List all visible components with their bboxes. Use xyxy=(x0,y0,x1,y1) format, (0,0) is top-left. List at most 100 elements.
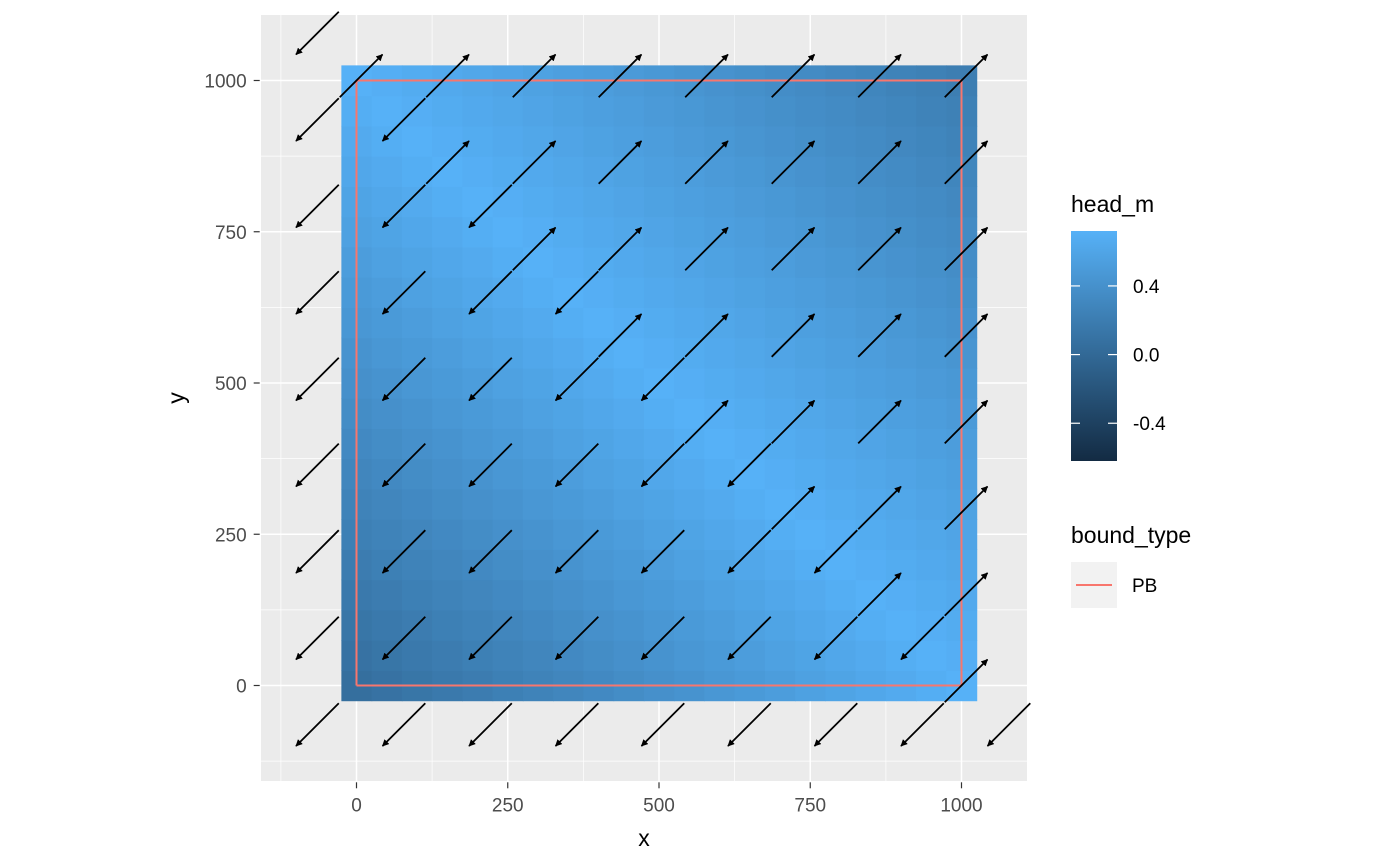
heat-cell xyxy=(704,337,736,369)
heat-cell xyxy=(401,428,433,460)
heat-cell xyxy=(613,216,645,248)
flow-arrow xyxy=(771,313,816,358)
heat-cell xyxy=(916,186,947,218)
heat-cell xyxy=(462,579,494,611)
flow-arrow xyxy=(381,97,426,142)
flow-arrow xyxy=(857,485,902,530)
flow-arrow xyxy=(381,184,426,229)
flow-arrow xyxy=(598,140,643,185)
flow-arrow xyxy=(425,53,470,98)
heat-cell xyxy=(492,458,524,490)
heat-cell xyxy=(764,549,796,581)
heat-cell xyxy=(674,216,705,248)
heat-cell xyxy=(825,398,857,429)
heat-cell xyxy=(401,640,433,671)
heat-cell xyxy=(583,458,615,490)
flow-arrow xyxy=(771,53,816,98)
heat-cell xyxy=(795,428,826,460)
y-axis-title: y xyxy=(163,392,189,404)
flow-arrow xyxy=(944,658,989,703)
heat-cell xyxy=(401,458,433,490)
heat-cell xyxy=(885,216,917,248)
heat-cell xyxy=(613,337,645,369)
heat-cell xyxy=(522,367,554,399)
heat-cell xyxy=(462,398,494,429)
heat-cell xyxy=(704,609,736,641)
flow-arrow xyxy=(857,53,902,98)
heat-cell xyxy=(371,307,403,339)
heat-cell xyxy=(462,246,494,278)
heat-cell xyxy=(643,307,675,339)
flow-arrow xyxy=(640,529,685,574)
heat-cell xyxy=(371,579,403,611)
flow-arrow xyxy=(598,313,643,358)
heat-cell xyxy=(371,549,403,581)
heat-cell xyxy=(764,458,796,490)
flow-arrow xyxy=(468,443,513,488)
flow-arrow xyxy=(944,226,989,271)
heat-cell xyxy=(764,186,796,218)
heat-cell xyxy=(613,95,645,127)
heat-cell xyxy=(885,609,917,641)
heat-cell xyxy=(492,125,524,157)
heat-cell xyxy=(885,186,917,218)
heat-cell xyxy=(855,337,887,369)
heat-cell xyxy=(583,216,615,248)
heat-cell xyxy=(371,95,403,127)
heat-cell xyxy=(825,458,857,490)
heat-cell xyxy=(855,95,887,127)
heat-cell xyxy=(825,337,857,369)
y-tick-label: 0 xyxy=(236,677,247,698)
heat-cell xyxy=(492,246,524,278)
heat-cell xyxy=(462,519,494,550)
heat-cell xyxy=(492,609,524,641)
heat-cell xyxy=(734,156,766,187)
colorbar-tick-label: 0.0 xyxy=(1133,346,1159,367)
heat-cell xyxy=(613,519,645,550)
heat-cell xyxy=(916,428,947,460)
flow-arrow xyxy=(468,616,513,661)
heat-cell xyxy=(492,398,524,429)
heat-cell xyxy=(674,488,705,520)
flow-arrow xyxy=(598,226,643,271)
heat-cell xyxy=(401,549,433,581)
heat-cell xyxy=(764,277,796,308)
colorbar-tick-label: -0.4 xyxy=(1133,414,1166,435)
heat-cell xyxy=(916,246,947,278)
heat-cell xyxy=(371,428,403,460)
flow-arrow xyxy=(381,616,426,661)
flow-arrow xyxy=(900,702,945,747)
heat-cell xyxy=(734,549,766,581)
flow-arrow xyxy=(944,399,989,444)
heat-cell xyxy=(613,307,645,339)
heat-cell xyxy=(674,246,705,278)
heat-cell xyxy=(522,277,554,308)
heat-cell xyxy=(825,640,857,671)
heat-cell xyxy=(643,277,675,308)
flow-arrow xyxy=(295,184,340,229)
heat-cell xyxy=(371,458,403,490)
heat-cell xyxy=(704,216,736,248)
heat-cell xyxy=(674,277,705,308)
heat-cell xyxy=(492,277,524,308)
heat-cell xyxy=(795,186,826,218)
heat-cell xyxy=(522,337,554,369)
heat-cell xyxy=(764,488,796,520)
heat-cell xyxy=(855,488,887,520)
flow-arrow xyxy=(684,53,729,98)
heat-cell xyxy=(553,337,584,369)
heat-cell xyxy=(643,609,675,641)
flow-arrow xyxy=(295,11,340,56)
heat-cell xyxy=(613,156,645,187)
heat-cell xyxy=(674,609,705,641)
heat-cell xyxy=(553,367,584,399)
flow-arrow xyxy=(468,270,513,315)
heat-cell xyxy=(492,428,524,460)
legend: head_m 0.4 0.0 -0.4 bound_type PB xyxy=(1071,191,1191,608)
flow-arrow xyxy=(640,357,685,402)
heat-cell xyxy=(825,367,857,399)
flow-arrow xyxy=(684,313,729,358)
flow-arrow xyxy=(295,616,340,661)
heat-cell xyxy=(764,579,796,611)
